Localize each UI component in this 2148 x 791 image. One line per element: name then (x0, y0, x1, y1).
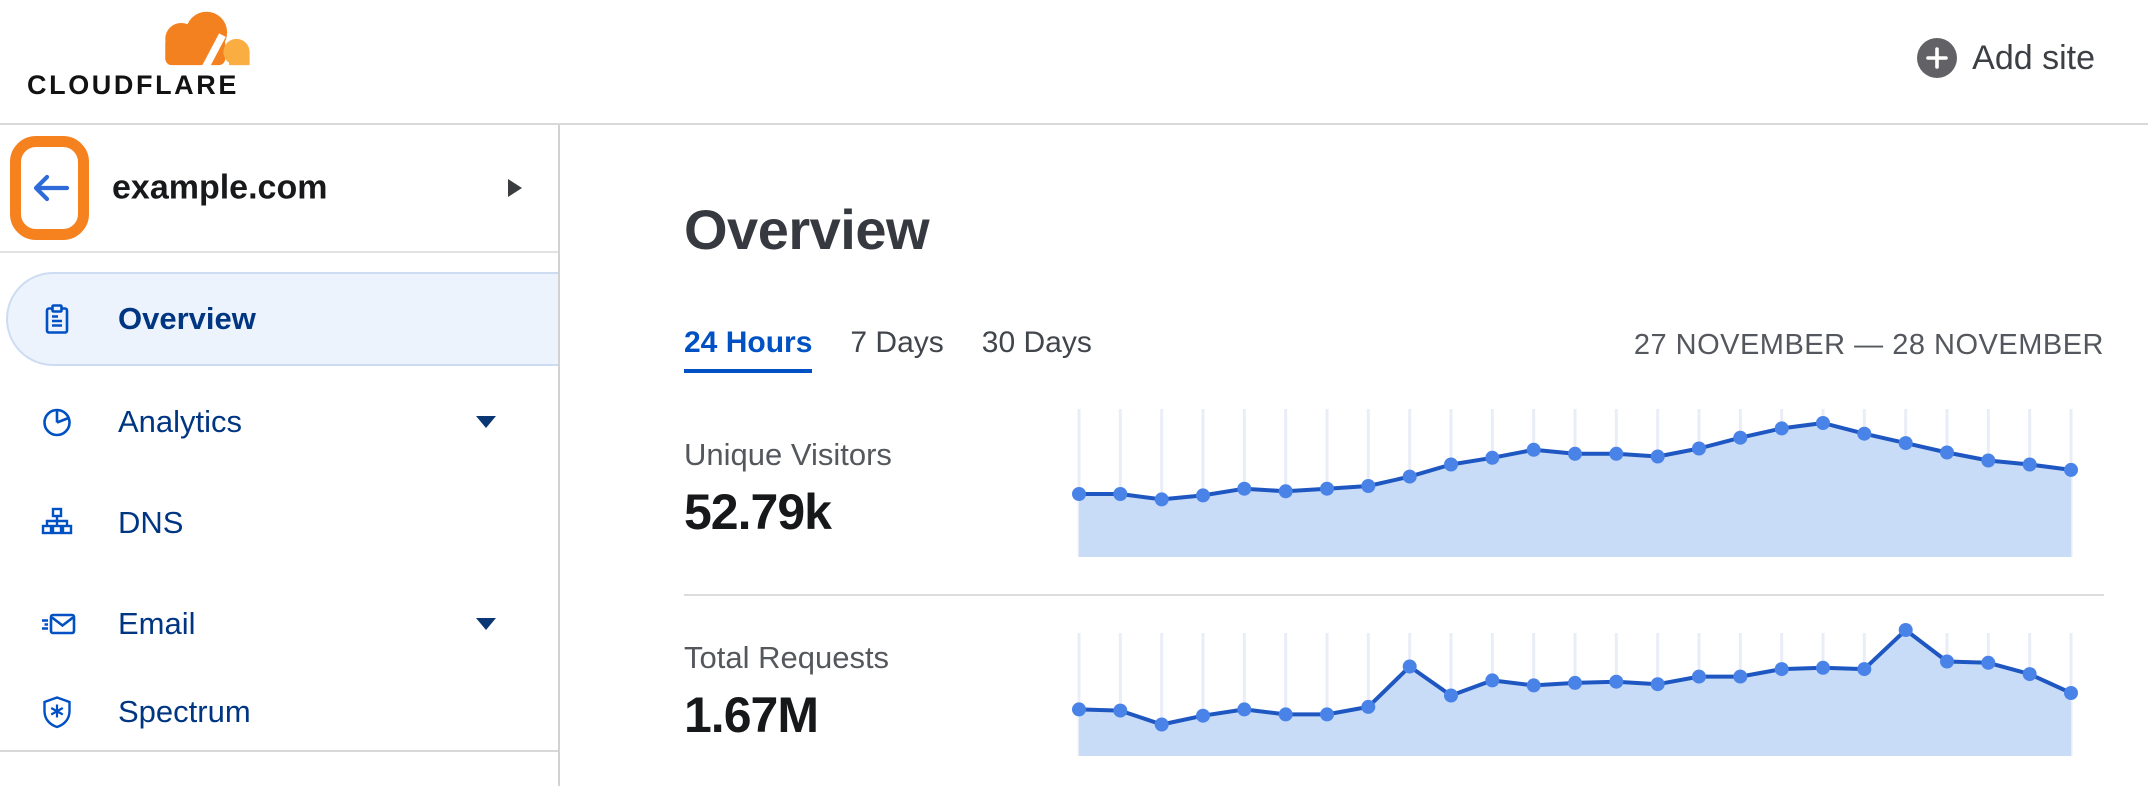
top-header: CLOUDFLARE Add site (0, 0, 2148, 125)
tab-7-days[interactable]: 7 Days (850, 326, 944, 359)
add-site-label: Add site (1972, 38, 2095, 77)
pie-chart-icon (40, 405, 76, 439)
total-requests-chart (1070, 604, 2080, 764)
site-selector[interactable]: example.com (0, 125, 558, 253)
sidebar-item-spectrum[interactable]: Spectrum (0, 674, 558, 750)
sidebar-item-label: Analytics (118, 403, 243, 439)
main-content: Overview 24 Hours 7 Days 30 Days 27 NOVE… (560, 125, 2148, 786)
total-requests-info: Total Requests 1.67M (684, 596, 1070, 791)
shield-burst-icon (40, 695, 76, 729)
sidebar-item-label: Email (118, 605, 196, 641)
sidebar-item-label: Spectrum (118, 694, 251, 729)
page-title: Overview (684, 198, 930, 261)
sitemap-icon (40, 506, 76, 540)
unique-visitors-row: Unique Visitors 52.79k (684, 403, 2104, 594)
section-divider (684, 594, 2104, 596)
add-site-button[interactable]: Add site (1917, 38, 2095, 78)
unique-visitors-info: Unique Visitors 52.79k (684, 403, 1070, 594)
back-button[interactable] (10, 136, 89, 240)
sidebar-nav: Overview Analytics (0, 253, 558, 752)
sidebar-item-email[interactable]: Email (0, 573, 558, 674)
sidebar-item-label: DNS (118, 504, 184, 540)
metric-value: 1.67M (684, 687, 819, 743)
chevron-down-icon[interactable] (476, 415, 496, 428)
total-requests-row: Total Requests 1.67M (684, 596, 2104, 791)
metric-value: 52.79k (684, 484, 832, 540)
sidebar: example.com Overview (0, 125, 560, 786)
tab-24-hours[interactable]: 24 Hours (684, 326, 813, 373)
chevron-down-icon[interactable] (476, 617, 496, 630)
sidebar-item-label: Overview (118, 301, 256, 336)
cloudflare-logo[interactable]: CLOUDFLARE (27, 6, 265, 101)
site-name: example.com (112, 168, 328, 207)
time-range-tabs: 24 Hours 7 Days 30 Days 27 NOVEMBER — 28… (684, 326, 2104, 373)
sidebar-item-analytics[interactable]: Analytics (0, 371, 558, 472)
clipboard-icon (40, 302, 76, 336)
arrow-left-icon (33, 174, 69, 202)
triangle-right-icon[interactable] (508, 179, 522, 197)
metric-label: Total Requests (684, 640, 890, 675)
cloudflare-cloud-icon (165, 11, 250, 68)
logo-wordmark: CLOUDFLARE (27, 70, 239, 100)
tab-30-days[interactable]: 30 Days (981, 326, 1092, 359)
metric-label: Unique Visitors (684, 437, 892, 472)
sidebar-item-dns[interactable]: DNS (0, 472, 558, 573)
sidebar-item-overview[interactable]: Overview (6, 272, 558, 366)
envelope-fast-icon (40, 609, 76, 639)
unique-visitors-chart (1070, 405, 2080, 565)
sidebar-divider (0, 750, 558, 752)
date-range-label: 27 NOVEMBER — 28 NOVEMBER (1633, 329, 2104, 361)
plus-circle-icon (1917, 38, 1958, 78)
